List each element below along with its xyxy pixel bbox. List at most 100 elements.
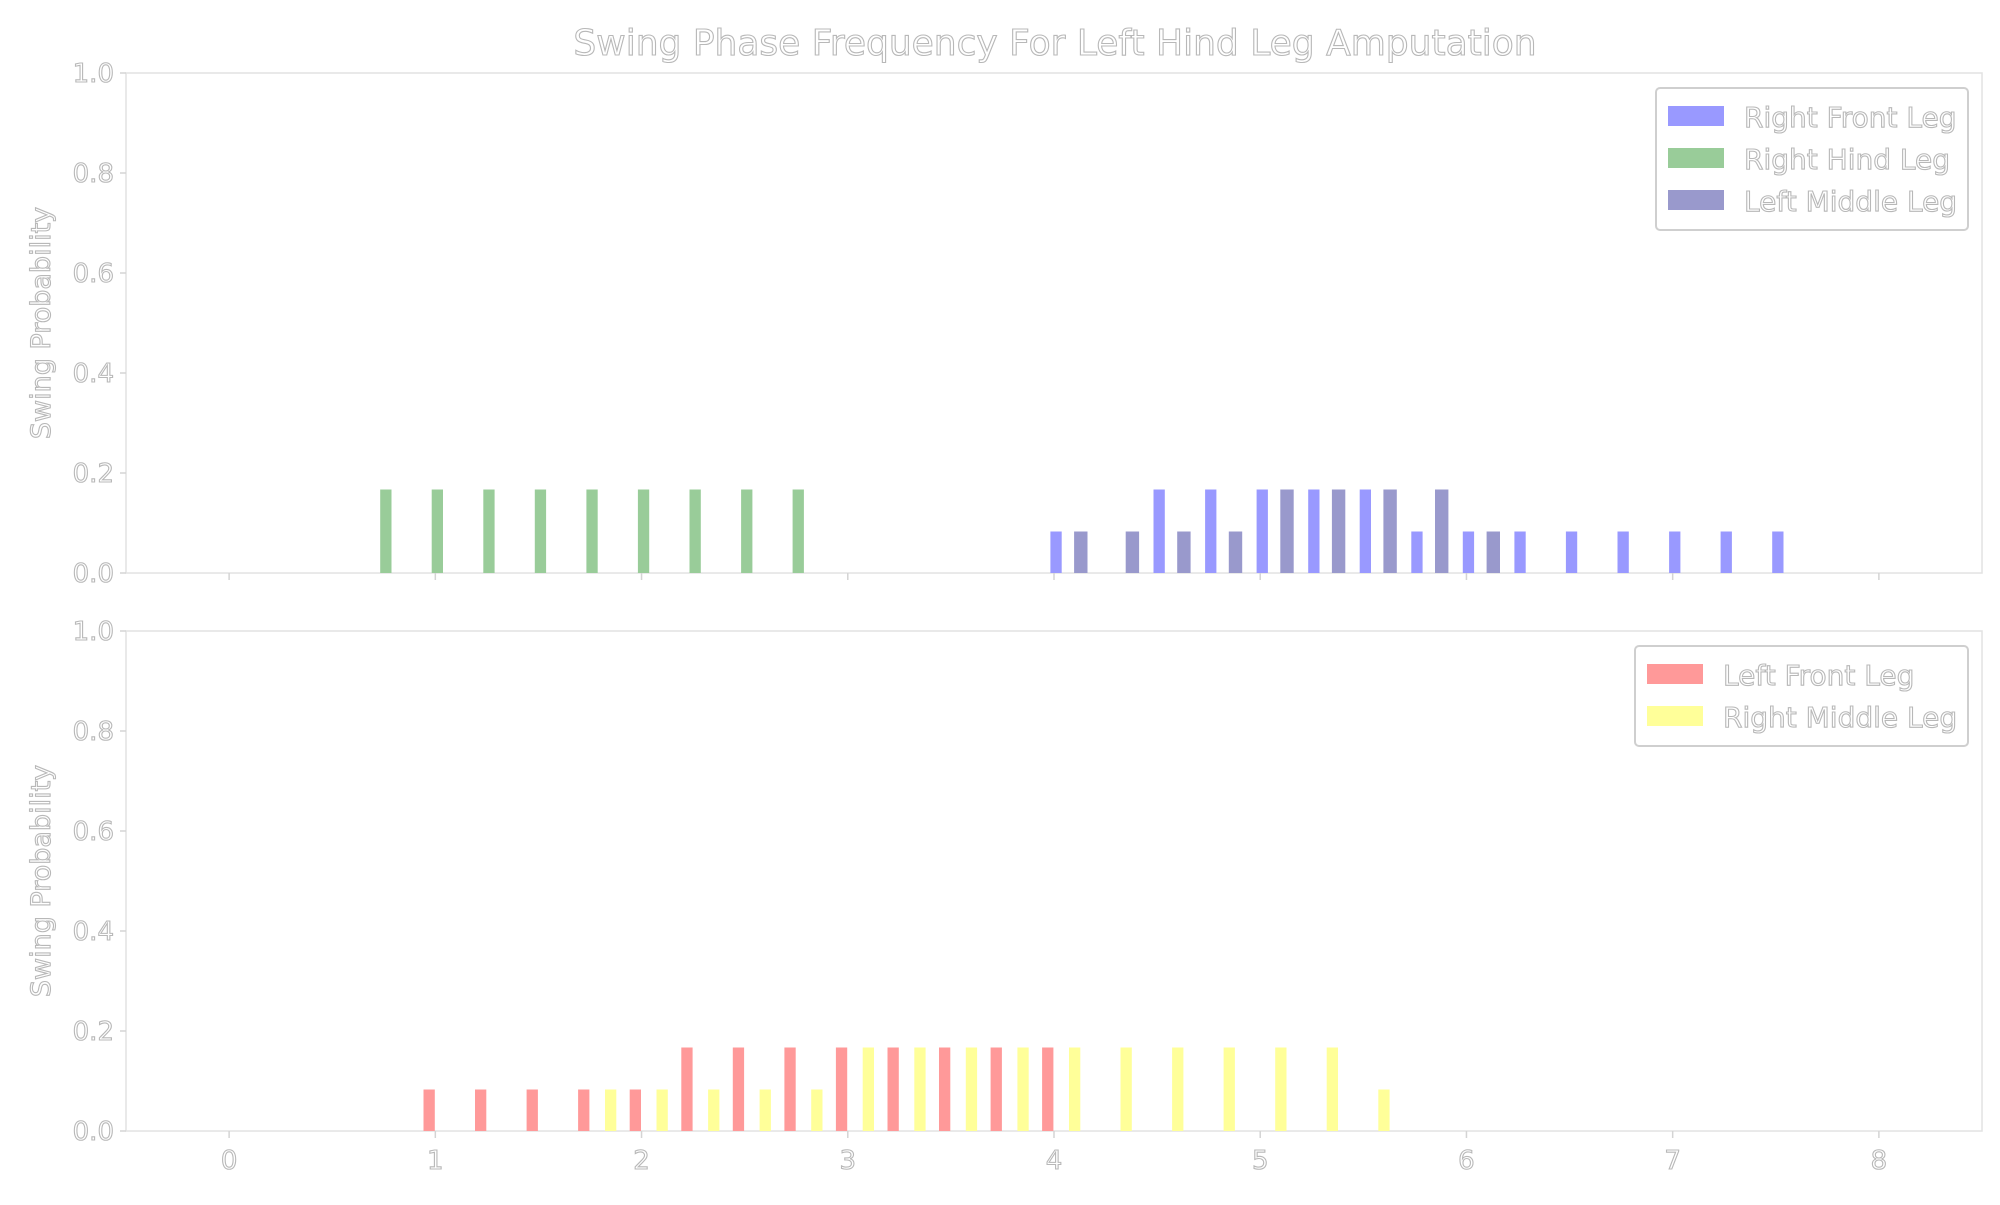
x-tick-label: 2 [633, 1146, 650, 1176]
x-tick-label: 7 [1664, 1146, 1681, 1176]
bar [1228, 531, 1243, 573]
y-tick-label: 0.8 [73, 717, 114, 747]
bar [1120, 1047, 1132, 1131]
bar [939, 1047, 951, 1131]
bar [784, 1047, 796, 1131]
x-tick-label: 6 [1458, 1146, 1475, 1176]
bar [862, 1047, 874, 1131]
x-tick-label: 0 [221, 1146, 238, 1176]
series-left-middle-leg [1074, 489, 1500, 573]
y-tick-label: 0.4 [73, 359, 114, 389]
bar [586, 489, 598, 573]
bar [887, 1047, 899, 1131]
bar [792, 489, 804, 573]
y-tick-label: 0.8 [73, 159, 114, 189]
bar [629, 1089, 641, 1131]
bar [1172, 1047, 1184, 1131]
bar [1223, 1047, 1235, 1131]
x-tick-label: 8 [1871, 1146, 1888, 1176]
bar [1042, 1047, 1054, 1131]
bar [1359, 489, 1371, 573]
bar [1486, 531, 1500, 573]
y-tick-label: 0.0 [73, 559, 114, 589]
bar [578, 1089, 590, 1131]
bar [1275, 1047, 1287, 1131]
legend-swatch [1647, 664, 1703, 684]
bar [1411, 531, 1423, 573]
bar [475, 1089, 487, 1131]
bar [1383, 489, 1397, 573]
x-tick-label: 3 [840, 1146, 857, 1176]
bar [423, 1089, 435, 1131]
bar [1069, 1047, 1081, 1131]
bar [708, 1089, 720, 1131]
panel-1: 0.0 0.2 0.4 0.6 0.8 1.0 Swing Probability Right… [25, 58, 1983, 590]
legend-swatch [1647, 706, 1703, 726]
legend-label: Right Middle Leg [1723, 701, 1957, 734]
y-tick-label: 0.6 [73, 817, 114, 847]
legend-box [1634, 645, 1969, 747]
bar [1256, 489, 1268, 573]
series-left-front-leg [423, 1047, 1054, 1131]
bar [835, 1047, 848, 1131]
y-tick-label: 1.0 [73, 617, 114, 647]
bar [534, 489, 547, 573]
legend-label: Right Hind Leg [1744, 143, 1950, 176]
series-right-middle-leg [605, 1047, 1390, 1131]
bar [1153, 489, 1165, 573]
y-tick-label: 0.0 [73, 1117, 114, 1147]
bar [732, 1047, 745, 1131]
bar [1205, 489, 1217, 573]
bar [1280, 489, 1294, 573]
x-tick-label: 4 [1046, 1146, 1063, 1176]
bar [1514, 531, 1526, 573]
panel-2: 0.0 0.2 0.4 0.6 0.8 1.0 0 1 2 3 4 5 6 7 8 Swing Probabi… [25, 616, 1983, 1177]
bar [1308, 489, 1320, 573]
bar [1772, 531, 1784, 573]
bar [656, 1089, 668, 1131]
bar [1669, 531, 1681, 573]
bar [741, 489, 753, 573]
x-tick-label: 5 [1252, 1146, 1269, 1176]
y-tick-label: 0.2 [73, 1017, 114, 1047]
bar [1074, 531, 1088, 573]
panels-layer: 0.0 0.2 0.4 0.6 0.8 1.0 Swing Probability Right… [25, 58, 1983, 1177]
bar [759, 1089, 771, 1131]
bar [1720, 531, 1732, 573]
bar [1050, 531, 1062, 573]
legend: Left Front Leg Right Middle Leg [1634, 645, 1969, 747]
legend: Right Front Leg Right Hind Leg Left Middle… [1655, 87, 1969, 231]
bar [1435, 489, 1449, 573]
bar [1125, 531, 1140, 573]
series-right-hind-leg [380, 489, 804, 573]
bar [1565, 531, 1578, 573]
y-axis-label: Swing Probability [26, 207, 57, 439]
bar [1326, 1047, 1338, 1131]
bar [1177, 531, 1191, 573]
legend-swatch [1668, 148, 1724, 168]
legend-swatch [1668, 106, 1724, 126]
x-tick-label: 1 [427, 1146, 444, 1176]
series-right-front-leg [1050, 489, 1784, 573]
bar [1331, 489, 1346, 573]
chart-title: Swing Phase Frequency For Left Hind Leg … [573, 23, 1536, 64]
bar [526, 1089, 538, 1131]
bar [681, 1047, 693, 1131]
bar [1462, 531, 1475, 573]
legend-label: Right Front Leg [1744, 101, 1956, 134]
y-axis-label: Swing Probability [26, 765, 57, 997]
bar [990, 1047, 1002, 1131]
legend-label: Left Middle Leg [1744, 185, 1957, 218]
y-tick-label: 0.2 [73, 459, 114, 489]
y-tick-label: 0.6 [73, 259, 114, 289]
bar [1378, 1089, 1390, 1131]
bar [637, 489, 650, 573]
legend-label: Left Front Leg [1723, 659, 1914, 692]
bar [811, 1089, 823, 1131]
legend-box [1655, 87, 1969, 231]
bar [965, 1047, 978, 1131]
y-tick-label: 0.4 [73, 917, 114, 947]
bar [483, 489, 495, 573]
